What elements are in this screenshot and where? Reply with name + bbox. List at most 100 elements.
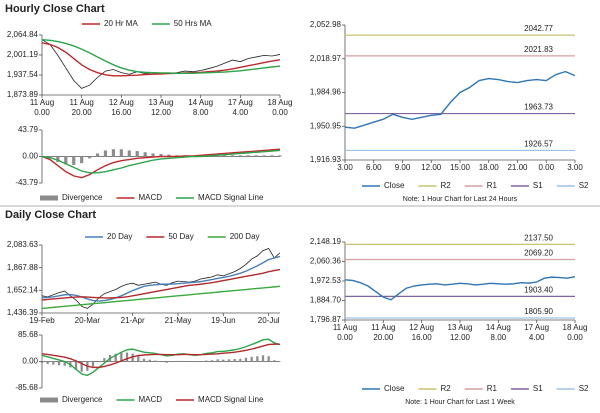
y-tick-label: 1,873.89 (7, 90, 39, 99)
x-tick-label: 19-Jun (211, 316, 235, 325)
divergence-bar (72, 156, 76, 165)
divergence-bar (52, 361, 55, 365)
x-tick-label: 16.00 (412, 333, 433, 342)
y-tick-label: 43.79 (18, 125, 39, 134)
legend-label: R2 (440, 384, 451, 393)
legend-label: 20 Hr MA (104, 19, 138, 28)
x-tick-label: 18.00 (479, 163, 500, 172)
x-tick-label: 11 Aug (70, 98, 94, 107)
x-tick-label: 4.00 (529, 333, 545, 342)
x-tick-label: 14 Aug (188, 98, 213, 107)
divergence-bar (267, 356, 270, 362)
y-tick-label: 1,436.39 (7, 308, 39, 317)
divergence-bar (210, 360, 214, 362)
divergence-bar (74, 361, 78, 370)
x-tick-label: 21-Apr (121, 316, 145, 325)
series-line (41, 42, 281, 77)
legend-label: MACD Signal Line (198, 395, 264, 404)
divergence-bar (119, 149, 123, 157)
divergence-bar (171, 361, 174, 363)
divergence-bar (167, 154, 171, 157)
divergence-bar (95, 153, 100, 157)
divergence-bar (142, 358, 146, 362)
y-tick-label: 1,796.87 (310, 315, 342, 324)
divergence-bar (256, 356, 259, 362)
level-label: 2042.77 (524, 24, 553, 33)
series-line (41, 149, 281, 174)
level-label: 2021.83 (524, 45, 553, 54)
x-tick-label: 0.00 (272, 108, 288, 117)
x-tick-label: 14 Aug (486, 323, 511, 332)
y-tick-label: 2,060.36 (310, 257, 342, 266)
x-tick-label: 13 Aug (448, 323, 473, 332)
divergence-bar (151, 153, 155, 157)
x-tick-label: 6.00 (366, 163, 382, 172)
divergence-bar (154, 360, 157, 362)
x-tick-label: 0.00 (538, 163, 554, 172)
x-tick-label: 20-Jul (258, 316, 280, 325)
divergence-bar (80, 361, 83, 372)
divergence-bar (56, 156, 60, 162)
x-tick-label: 12.00 (450, 333, 471, 342)
x-tick-label: 21-May (165, 316, 192, 325)
y-tick-label: 2,001.19 (7, 50, 39, 59)
level-label: 1805.90 (524, 307, 553, 316)
x-tick-label: 13 Aug (149, 98, 174, 107)
level-label: 1963.73 (524, 103, 553, 112)
x-tick-label: 17 Aug (524, 323, 549, 332)
divergence-bar (131, 353, 134, 362)
legend-label: 20 Day (107, 232, 132, 241)
divergence-bar (230, 155, 234, 157)
legend-label: 50 Day (168, 232, 193, 241)
divergence-bar (273, 360, 276, 362)
divergence-bar (103, 358, 106, 362)
x-tick-label: 11 Aug (333, 323, 357, 332)
y-tick-label: 2,148.19 (310, 237, 342, 246)
divergence-bar (262, 155, 266, 157)
y-tick-label: 85.68 (18, 330, 39, 339)
divergence-bar (216, 359, 219, 362)
legend-swatch (40, 195, 58, 201)
y-tick-label: -85.68 (15, 383, 38, 392)
x-tick-label: 4.00 (233, 108, 249, 117)
divergence-bar (135, 151, 139, 157)
x-tick-label: 12 Aug (109, 98, 134, 107)
legend-label: MACD (138, 395, 162, 404)
divergence-bar (233, 359, 236, 362)
series-line (41, 268, 281, 301)
y-tick-label: -43.79 (15, 178, 38, 187)
x-tick-label: 15.00 (450, 163, 471, 172)
x-tick-label: 0.00 (34, 108, 50, 117)
legend-label: S1 (533, 384, 543, 393)
divergence-bar (165, 361, 168, 363)
divergence-bar (91, 361, 95, 367)
divergence-bar (148, 359, 151, 362)
divergence-bar (111, 149, 115, 157)
price-line (41, 248, 281, 309)
divergence-bar (46, 361, 49, 364)
divergence-bar (137, 356, 140, 362)
series-line (41, 338, 281, 377)
divergence-bar (103, 150, 108, 157)
series-line (41, 255, 281, 302)
divergence-bar (57, 361, 61, 366)
x-tick-label: 8.00 (193, 108, 209, 117)
divergence-bar (40, 361, 44, 364)
legend-label: R1 (487, 384, 498, 393)
x-tick-label: 12 Aug (409, 323, 434, 332)
divergence-bar (182, 360, 185, 362)
y-tick-label: 0.00 (22, 357, 38, 366)
y-tick-label: 2,064.84 (7, 30, 39, 39)
series-line (41, 148, 281, 179)
legend-label: S2 (579, 384, 589, 393)
divergence-bar (239, 358, 242, 362)
divergence-bar (244, 357, 248, 362)
y-tick-label: 0.00 (22, 152, 38, 161)
y-tick-label: 1,937.54 (7, 70, 39, 79)
divergence-bar (254, 155, 258, 157)
legend-label: Divergence (62, 395, 103, 404)
divergence-bar (193, 361, 197, 363)
divergence-bar (63, 361, 66, 366)
y-tick-label: 1,984.96 (310, 88, 342, 97)
